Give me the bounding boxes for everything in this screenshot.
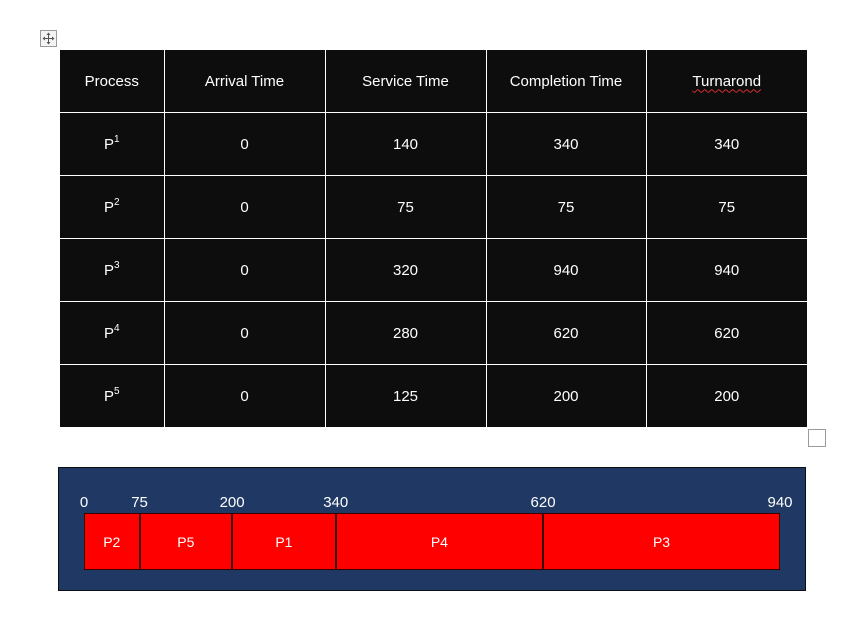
cell-turnaround[interactable]: 940 [645, 238, 807, 302]
table-row: P5 0 125 200 200 [60, 364, 807, 427]
gantt-segment-p1[interactable]: P1 [232, 513, 336, 570]
gantt-segment-p5[interactable]: P5 [139, 513, 233, 570]
process-number: 3 [113, 260, 120, 271]
cell-turnaround[interactable]: 620 [645, 301, 807, 365]
cell-completion[interactable]: 200 [485, 364, 647, 427]
cell-completion[interactable]: 940 [485, 238, 647, 302]
cell-service[interactable]: 125 [324, 364, 487, 427]
cell-completion[interactable]: 340 [485, 112, 647, 176]
gantt-tick-label: 620 [530, 494, 556, 511]
table-header-row: Process Arrival Time Service Time Comple… [60, 50, 807, 113]
cell-service[interactable]: 75 [324, 175, 487, 239]
gantt-tick-label: 75 [131, 494, 148, 511]
header-arrival-time[interactable]: Arrival Time [163, 50, 326, 113]
gantt-tick-label: 200 [219, 494, 245, 511]
process-letter: P [103, 388, 114, 405]
process-letter: P [103, 325, 114, 342]
cell-arrival[interactable]: 0 [163, 112, 326, 176]
table-row: P1 0 140 340 340 [60, 112, 807, 176]
gantt-chart-box[interactable]: 0 75 200 340 620 940 P2 P5 P1 P4 P3 [58, 467, 806, 591]
cell-process[interactable]: P4 [60, 301, 165, 365]
cell-arrival[interactable]: 0 [163, 175, 326, 239]
cell-arrival[interactable]: 0 [163, 301, 326, 365]
header-turnaround-text: Turnarond [692, 72, 762, 90]
table-resize-handle[interactable] [808, 429, 826, 447]
process-letter: P [103, 136, 114, 153]
cell-turnaround[interactable]: 340 [645, 112, 807, 176]
cell-turnaround[interactable]: 75 [645, 175, 807, 239]
table-row: P2 0 75 75 75 [60, 175, 807, 239]
cell-process[interactable]: P1 [60, 112, 165, 176]
process-letter: P [103, 199, 114, 216]
table-row: P3 0 320 940 940 [60, 238, 807, 302]
process-number: 5 [113, 386, 120, 397]
header-service-time[interactable]: Service Time [324, 50, 487, 113]
cell-process[interactable]: P5 [60, 364, 165, 427]
cell-service[interactable]: 320 [324, 238, 487, 302]
process-letter: P [103, 262, 114, 279]
cell-turnaround[interactable]: 200 [645, 364, 807, 427]
cell-process[interactable]: P3 [60, 238, 165, 302]
gantt-segment-p2[interactable]: P2 [84, 513, 140, 570]
cell-completion[interactable]: 75 [485, 175, 647, 239]
table-move-handle[interactable] [40, 30, 57, 47]
gantt-tick-label: 340 [323, 494, 349, 511]
gantt-tick-label: 940 [767, 494, 793, 511]
process-number: 4 [113, 323, 120, 334]
cell-completion[interactable]: 620 [485, 301, 647, 365]
move-arrows-icon [42, 32, 55, 45]
cell-process[interactable]: P2 [60, 175, 165, 239]
cell-service[interactable]: 280 [324, 301, 487, 365]
gantt-tick-label: 0 [79, 494, 89, 511]
process-number: 2 [113, 197, 120, 208]
cell-arrival[interactable]: 0 [163, 364, 326, 427]
cell-service[interactable]: 140 [324, 112, 487, 176]
gantt-segment-p4[interactable]: P4 [335, 513, 544, 570]
header-turnaround[interactable]: Turnarond [645, 50, 807, 113]
process-number: 1 [113, 134, 120, 145]
header-completion-time[interactable]: Completion Time [485, 50, 647, 113]
gantt-segment-p3[interactable]: P3 [543, 513, 780, 570]
process-table: Process Arrival Time Service Time Comple… [60, 50, 807, 427]
table-row: P4 0 280 620 620 [60, 301, 807, 365]
cell-arrival[interactable]: 0 [163, 238, 326, 302]
header-process[interactable]: Process [60, 50, 165, 113]
